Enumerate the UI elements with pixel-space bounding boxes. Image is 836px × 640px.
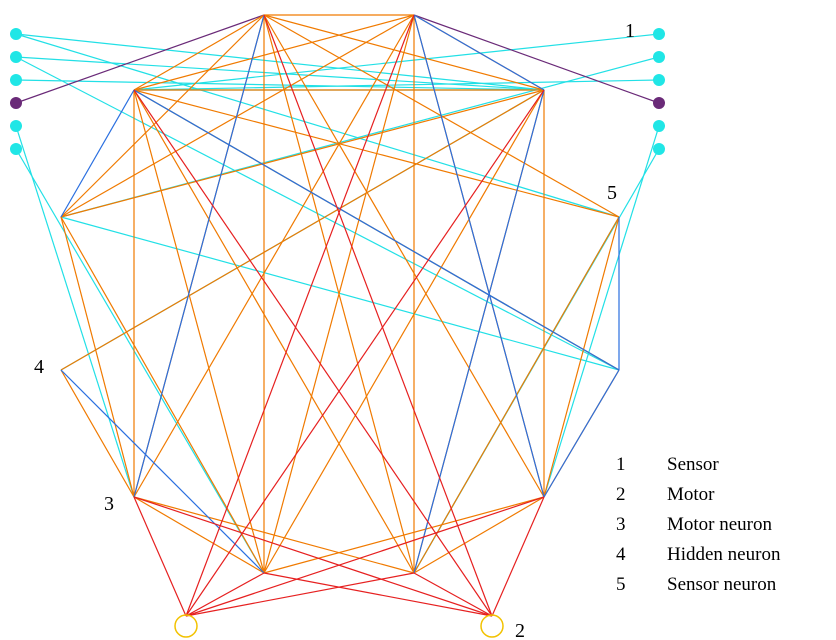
connection-edge [60,369,265,574]
connection-edge [15,79,545,91]
connection-edge [543,369,620,498]
connection-edge [185,572,265,617]
legend-item: 3 Motor neuron [616,514,773,535]
connection-edge [60,89,135,218]
connection-edge [133,14,265,91]
connection-edge [491,496,545,617]
label-motor-number: 2 [515,620,525,640]
sensor-node [10,97,22,109]
connection-edge [60,216,620,371]
legend-item: 1 Sensor [616,454,719,475]
connection-edge [15,148,265,574]
connection-edges [15,14,660,617]
connection-edge [60,89,545,371]
connection-edge [543,216,620,498]
sensor-node [10,120,22,132]
sensor-node [653,97,665,109]
connection-edge [133,14,265,498]
connection-edge [15,33,620,218]
legend-number: 2 [616,484,626,505]
motor-node [480,614,504,638]
network-nodes [10,28,665,638]
connection-edge [413,14,545,91]
connection-edge [413,89,545,574]
legend: 1 Sensor 2 Motor 3 Motor neuron 4 Hidden… [616,454,781,595]
connection-edge [263,14,545,498]
connection-edge [413,572,493,617]
connection-edge [133,496,265,574]
motor-node [174,614,198,638]
legend-label: Motor [667,484,715,505]
connection-edge [263,572,493,617]
legend-label: Motor neuron [667,514,773,535]
connection-edge [413,14,660,104]
legend-number: 3 [616,514,626,535]
connection-edge [185,572,415,617]
connection-edge [133,79,660,91]
label-motor-neuron-number: 3 [104,493,114,515]
connection-edge [413,496,545,574]
connection-edge [185,89,545,617]
legend-item: 5 Sensor neuron [616,574,777,595]
connection-edge [60,369,135,498]
sensor-node [653,74,665,86]
connection-edge [133,89,620,371]
legend-item: 4 Hidden neuron [616,544,781,565]
legend-number: 5 [616,574,626,595]
connection-edge [185,496,545,617]
connection-edge [543,125,660,498]
legend-label: Hidden neuron [667,544,781,565]
sensor-node [10,28,22,40]
label-sensor-number: 1 [625,20,635,42]
connection-edge [263,14,415,574]
connection-edge [15,33,545,91]
sensor-node [653,51,665,63]
legend-label: Sensor [667,454,719,475]
label-hidden-neuron-number: 4 [34,356,44,378]
label-sensor-neuron-number: 5 [607,182,617,204]
connection-edge [133,496,415,574]
connection-edge [263,89,545,574]
connection-edge [133,89,493,617]
connection-edge [263,14,493,617]
connection-edge [15,125,135,498]
legend-number: 4 [616,544,626,565]
legend-label: Sensor neuron [667,574,777,595]
sensor-node [10,143,22,155]
connection-edge [185,14,415,617]
connection-edge [413,14,545,498]
connection-edge [133,89,265,574]
legend-number: 1 [616,454,626,475]
connection-edge [133,496,187,617]
connection-edge [133,89,415,574]
connection-edge [60,216,135,498]
connection-edge [60,216,265,574]
sensor-node [10,74,22,86]
connection-edge [60,89,545,218]
legend-item: 2 Motor [616,484,715,505]
connection-edge [133,496,493,617]
sensor-node [653,143,665,155]
connection-edge [133,14,415,498]
sensor-node [10,51,22,63]
connection-edge [263,496,545,574]
connection-edge [60,14,265,218]
connection-edge [15,14,265,104]
sensor-node [653,28,665,40]
sensor-node [653,120,665,132]
connection-edge [133,89,620,218]
connection-edge [60,14,415,218]
